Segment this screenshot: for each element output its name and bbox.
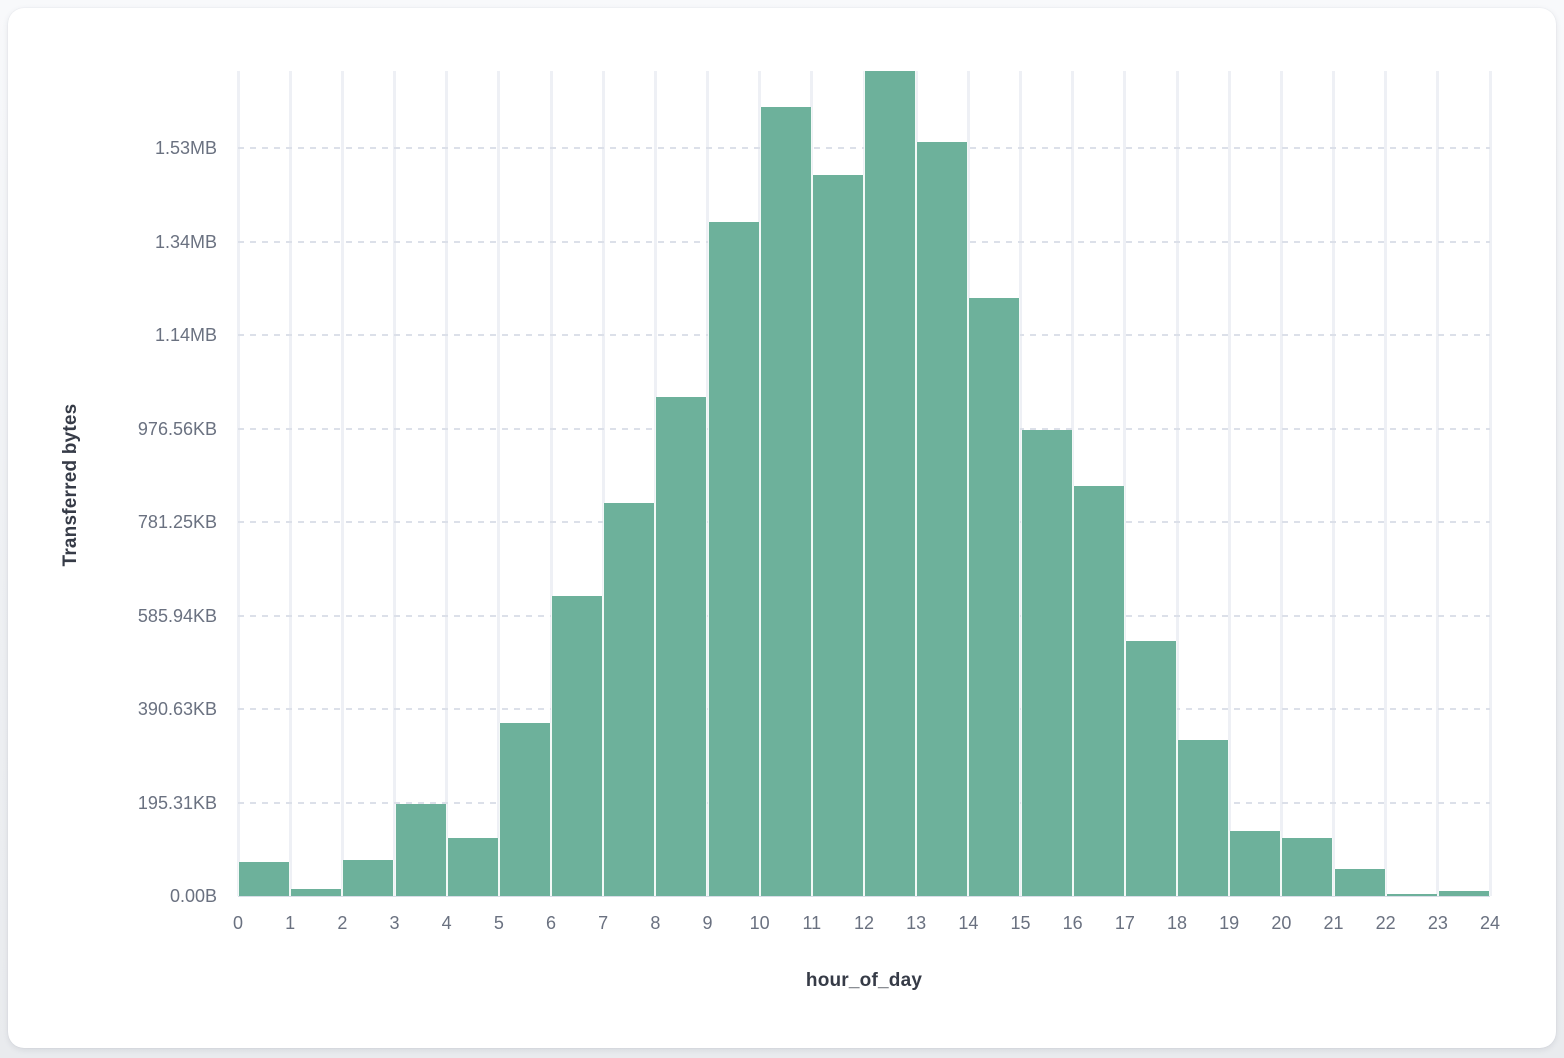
vertical-gridline <box>549 71 553 896</box>
bar-hour-18[interactable] <box>1177 739 1230 896</box>
vertical-gridline <box>393 71 396 896</box>
bar-hour-16[interactable] <box>1072 485 1125 896</box>
vertical-gridline <box>445 71 449 896</box>
bar-hour-13[interactable] <box>916 141 969 896</box>
bar-hour-15[interactable] <box>1020 430 1073 896</box>
vertical-gridline <box>1123 71 1127 896</box>
x-tick-label: 17 <box>1114 913 1135 933</box>
y-tick-label: 0.00B <box>169 886 217 906</box>
bar-hour-0[interactable] <box>238 861 291 896</box>
x-tick-label: 24 <box>1479 913 1501 933</box>
x-tick-label: 19 <box>1219 913 1240 933</box>
x-tick-label: 12 <box>853 913 875 933</box>
vertical-gridline <box>601 71 605 896</box>
x-axis-title: hour_of_day <box>805 970 923 991</box>
histogram-chart: Transferred bytes hour_of_day 0.00B 195.3… <box>8 8 1556 1048</box>
x-tick-label: 20 <box>1271 913 1292 933</box>
bar-hour-2[interactable] <box>342 859 395 896</box>
bar-hour-6[interactable] <box>551 595 604 896</box>
y-tick-label: 195.31KB <box>137 792 217 813</box>
x-tick-label: 13 <box>906 913 927 933</box>
bar-hour-10[interactable] <box>759 106 812 896</box>
x-tick-label: 15 <box>1010 913 1031 933</box>
x-tick-label: 9 <box>702 913 713 933</box>
axis-baseline <box>238 896 1490 897</box>
x-tick-label: 21 <box>1323 913 1344 933</box>
vertical-gridline <box>1332 71 1335 896</box>
bar-hour-17[interactable] <box>1124 641 1177 896</box>
x-tick-label: 18 <box>1166 913 1188 933</box>
bar-hour-22[interactable] <box>1385 893 1438 896</box>
vertical-gridline <box>288 71 292 896</box>
y-tick-label: 781.25KB <box>137 512 217 533</box>
x-tick-label: 5 <box>493 913 504 933</box>
vertical-gridline <box>1175 71 1179 896</box>
bar-hour-3[interactable] <box>394 804 447 896</box>
bar-hour-4[interactable] <box>446 837 499 896</box>
x-tick-label: 3 <box>389 913 400 933</box>
vertical-gridline <box>1071 71 1075 896</box>
x-tick-label: 1 <box>285 913 296 933</box>
bar-hour-19[interactable] <box>1229 830 1282 896</box>
vertical-gridline <box>340 71 344 896</box>
bar-hour-11[interactable] <box>811 175 864 896</box>
y-tick-label: 390.63KB <box>137 699 217 720</box>
vertical-gridline <box>236 71 240 896</box>
x-tick-label: 22 <box>1375 913 1396 933</box>
bar-hour-8[interactable] <box>655 396 708 896</box>
vertical-gridline <box>1436 71 1440 896</box>
bar-hour-1[interactable] <box>290 889 343 896</box>
x-tick-label: 23 <box>1427 913 1448 933</box>
x-tick-label: 11 <box>802 913 822 933</box>
vertical-gridline <box>1488 71 1492 896</box>
vertical-gridline <box>497 71 501 896</box>
y-tick-label: 585.94KB <box>137 605 217 626</box>
x-tick-label: 0 <box>232 913 243 933</box>
bar-hour-23[interactable] <box>1437 891 1490 896</box>
x-tick-label: 4 <box>441 913 452 933</box>
x-tick-label: 2 <box>337 913 348 933</box>
bar-hour-21[interactable] <box>1333 869 1386 896</box>
vertical-gridline <box>1279 71 1283 896</box>
y-tick-label: 1.34MB <box>154 231 217 252</box>
y-tick-label: 976.56KB <box>137 418 217 439</box>
x-tick-label: 8 <box>650 913 661 933</box>
bar-hour-14[interactable] <box>968 297 1021 896</box>
vertical-gridline <box>1227 71 1231 896</box>
bar-hour-5[interactable] <box>498 723 551 896</box>
vertical-gridline <box>1384 71 1388 896</box>
bar-hour-7[interactable] <box>603 503 656 896</box>
chart-card: Transferred bytes hour_of_day 0.00B 195.3… <box>8 8 1556 1048</box>
x-tick-label: 14 <box>958 913 979 933</box>
bar-hour-20[interactable] <box>1281 837 1334 896</box>
x-tick-label: 7 <box>598 913 609 933</box>
x-tick-label: 16 <box>1062 913 1083 933</box>
x-tick-label: 6 <box>545 913 556 933</box>
bar-hour-12[interactable] <box>864 71 917 896</box>
x-tick-label: 10 <box>749 913 770 933</box>
y-axis-title: Transferred bytes <box>60 403 81 567</box>
bar-hour-9[interactable] <box>707 221 760 896</box>
y-tick-label: 1.14MB <box>154 325 217 346</box>
y-tick-label: 1.53MB <box>154 138 217 159</box>
